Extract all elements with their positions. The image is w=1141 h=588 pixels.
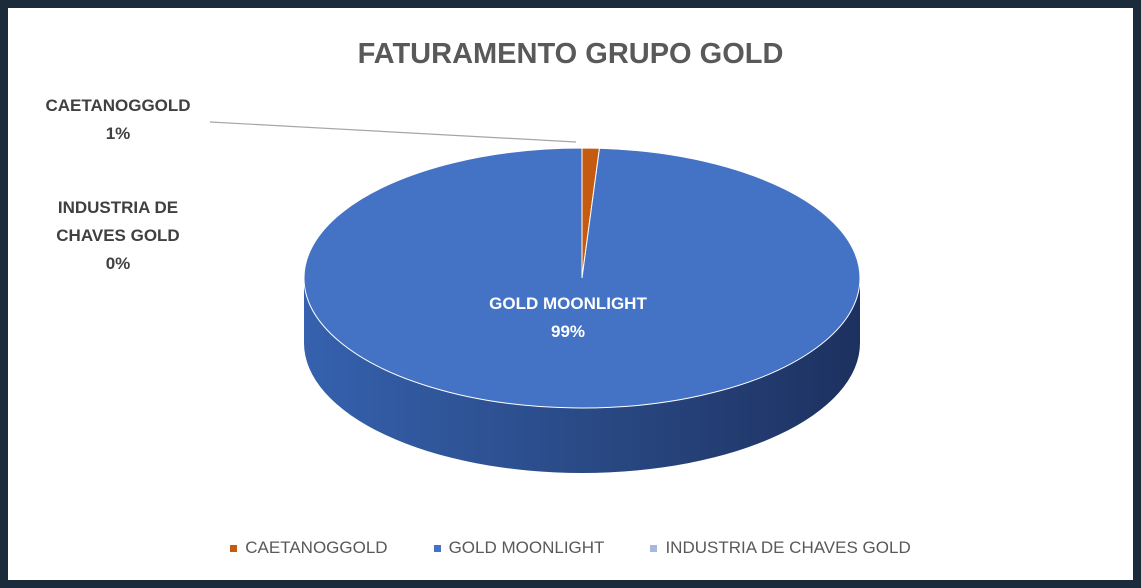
legend-swatch [650, 544, 658, 552]
leader-line [209, 121, 577, 143]
data-label-category: CAETANOGGOLD [45, 96, 191, 115]
legend-item: GOLD MOONLIGHT [433, 538, 605, 558]
legend-label: CAETANOGGOLD [245, 538, 388, 557]
data-label-value: 99% [550, 322, 586, 341]
legend-swatch [433, 544, 441, 552]
legend-label: INDUSTRIA DE CHAVES GOLD [665, 538, 911, 557]
data-label-category: INDUSTRIA DE CHAVES GOLD [56, 198, 180, 245]
data-label: INDUSTRIA DE CHAVES GOLD 0% [28, 194, 208, 278]
legend-swatch [230, 544, 238, 552]
chart-title: FATURAMENTO GRUPO GOLD [357, 38, 784, 70]
data-label: GOLD MOONLIGHT 99% [478, 290, 658, 346]
legend-item: INDUSTRIA DE CHAVES GOLD [650, 538, 911, 558]
data-label: CAETANOGGOLD 1% [28, 92, 208, 148]
legend-item: CAETANOGGOLD [230, 538, 388, 558]
legend-label: GOLD MOONLIGHT [448, 538, 605, 557]
data-label-value: 1% [105, 124, 131, 143]
data-label-category: GOLD MOONLIGHT [489, 294, 647, 313]
slice-side [304, 278, 860, 473]
legend: CAETANOGGOLD GOLD MOONLIGHT INDUSTRIA DE C… [8, 538, 1133, 558]
data-label-value: 0% [105, 254, 131, 273]
